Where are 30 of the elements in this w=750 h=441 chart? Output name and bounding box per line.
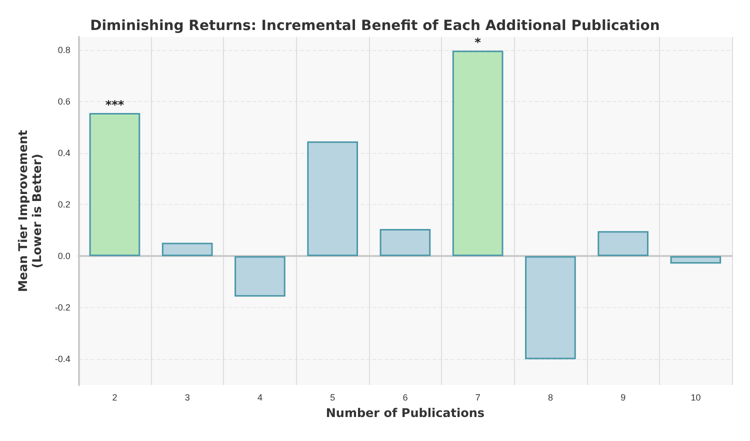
y-tick-label: 0.8	[58, 44, 70, 55]
x-tick-label: 9	[620, 392, 626, 402]
bar	[598, 231, 648, 256]
y-axis-title: Mean Tier Improvement (Lower is Better)	[16, 130, 44, 292]
bar	[307, 141, 358, 256]
bar	[525, 256, 576, 360]
y-tick-label: 0.4	[58, 148, 70, 158]
x-axis-title: Number of Publications	[326, 406, 485, 420]
bar	[234, 256, 286, 297]
y-tick-label: -0.2	[54, 302, 70, 313]
chart-title: Diminishing Returns: Incremental Benefit of Each Additional Publication	[90, 18, 660, 34]
x-tick-label: 7	[475, 392, 480, 402]
x-tick-label: 2	[112, 392, 118, 402]
x-tick-label: 8	[548, 392, 553, 402]
bar	[380, 229, 431, 256]
y-tick-label: -0.4	[54, 354, 70, 364]
bar	[162, 242, 213, 256]
y-tick-label: 0.0	[58, 251, 70, 262]
bar	[89, 113, 140, 256]
x-tick-label: 10	[690, 392, 701, 402]
x-tick-label: 6	[402, 392, 408, 402]
x-tick-label: 4	[257, 392, 262, 402]
bar	[452, 50, 504, 256]
bar	[670, 256, 722, 264]
x-tick-label: 5	[330, 392, 336, 402]
y-tick-label: 0.2	[58, 200, 70, 210]
y-tick-label: 0.6	[58, 96, 70, 106]
annotation: ***	[105, 98, 125, 112]
x-tick-label: 3	[184, 392, 190, 402]
annotation: *	[474, 36, 482, 50]
